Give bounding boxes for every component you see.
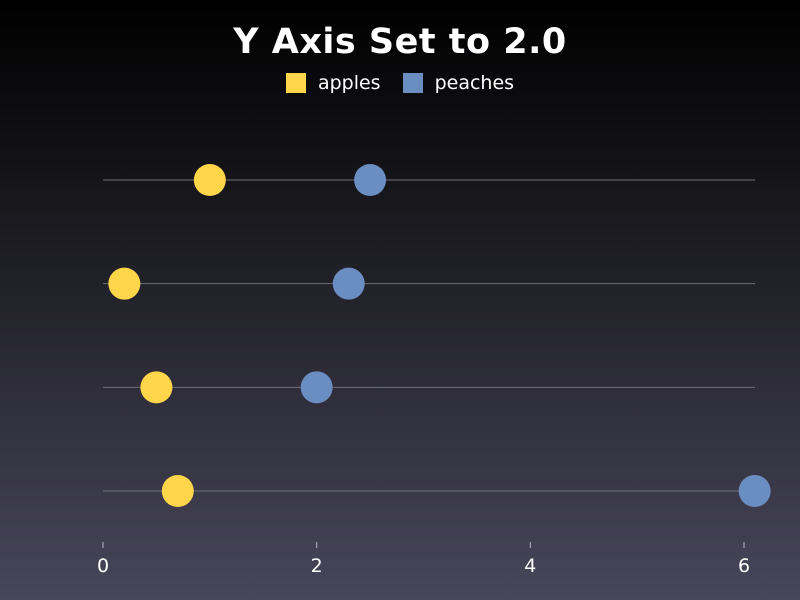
points-layer (108, 164, 771, 507)
point-peaches-0[interactable] (738, 475, 771, 507)
x-tick-label-3: 6 (738, 555, 750, 577)
legend: apples peaches (0, 72, 800, 94)
chart-title: Y Axis Set to 2.0 (233, 22, 567, 62)
legend-swatch-apples (285, 73, 306, 93)
legend-item-apples: apples (285, 72, 381, 94)
x-tick-label-1: 2 (311, 555, 323, 577)
legend-label-peaches: peaches (434, 72, 515, 94)
x-tick-label-0: 0 (97, 555, 109, 577)
point-apples-1[interactable] (140, 371, 173, 404)
point-peaches-2[interactable] (332, 267, 365, 300)
legend-swatch-peaches (402, 73, 423, 93)
x-axis: 0 2 4 6 (97, 542, 750, 577)
legend-item-peaches: peaches (402, 72, 515, 94)
point-apples-2[interactable] (108, 267, 141, 300)
point-apples-0[interactable] (161, 475, 194, 507)
point-peaches-1[interactable] (300, 371, 333, 404)
grid-layer (103, 179, 755, 492)
x-tick-label-2: 4 (524, 555, 536, 577)
point-apples-3[interactable] (193, 164, 226, 196)
point-peaches-3[interactable] (354, 164, 387, 196)
legend-label-apples: apples (317, 72, 381, 94)
